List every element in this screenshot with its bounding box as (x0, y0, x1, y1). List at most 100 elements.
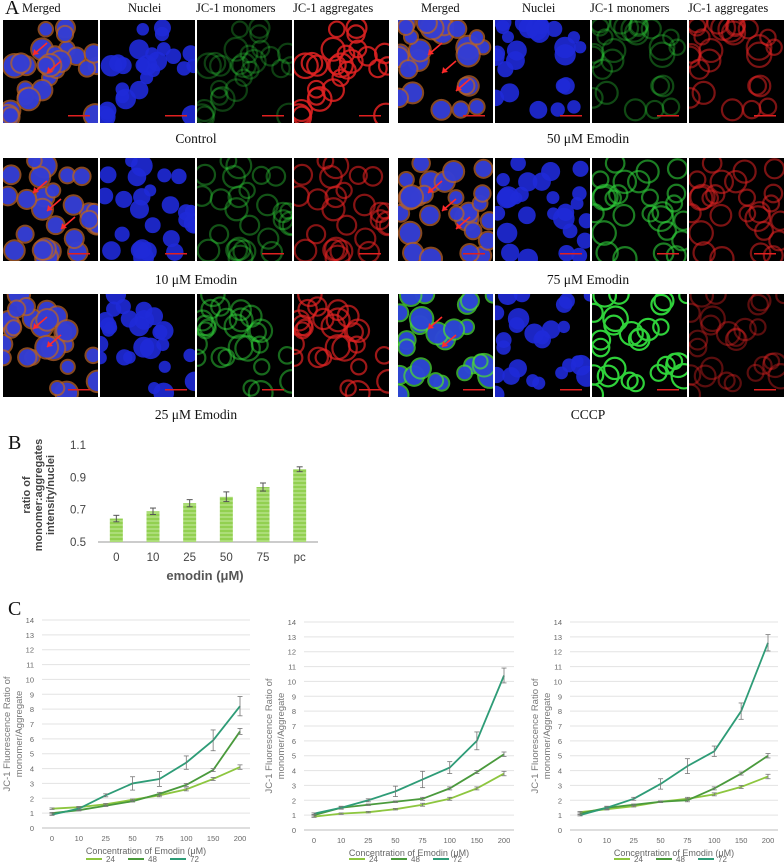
col-header-merged-left: Merged (22, 1, 61, 15)
scale-bar (754, 253, 776, 255)
bar-10 (146, 511, 160, 542)
y-tick-label: 13 (26, 631, 34, 640)
series-line-24 (313, 772, 505, 818)
y-tick-label: 7 (30, 720, 34, 729)
y-tick-label: 11 (554, 663, 562, 672)
y-tick-label: 11 (288, 663, 296, 672)
y-tick-label: 13 (288, 633, 296, 642)
x-tick-label: 200 (762, 836, 775, 845)
x-axis-label: Concentration of Emodin (μM) (86, 846, 206, 856)
scale-bar (657, 115, 679, 117)
micrograph-nuclei-4 (100, 294, 195, 397)
x-tick-label: 10 (147, 552, 160, 564)
scale-bar (68, 389, 90, 391)
condition-label-25um: 25 μM Emodin (154, 407, 238, 422)
bar-25 (183, 503, 197, 542)
y-tick-label: 10 (288, 677, 296, 686)
micrograph-aggregates-2 (294, 158, 389, 261)
scale-bar (165, 253, 187, 255)
col-header-merged-right: Merged (421, 1, 460, 15)
micrograph-aggregates-5 (689, 294, 784, 397)
x-tick-label: 0 (578, 836, 582, 845)
y-tick-label: 7 (558, 722, 562, 731)
x-tick-label: 25 (630, 836, 638, 845)
condition-label-75um: 75 μM Emodin (546, 272, 630, 287)
red-arrowhead (61, 223, 67, 229)
y-tick-label: 12 (554, 648, 562, 657)
col-header-monomers-left: JC-1 monomers (196, 1, 276, 15)
micrograph-monomers-2 (197, 158, 292, 261)
scale-bar (754, 389, 776, 391)
x-tick-label: 10 (337, 836, 345, 845)
micrograph-merged-0 (3, 20, 98, 123)
red-arrowhead (442, 341, 448, 347)
scale-bar (359, 253, 381, 255)
y-axis-label: JC-1 Fluorescence Ratio of (264, 678, 275, 793)
scale-bar (359, 389, 381, 391)
col-header-nuclei-right: Nuclei (522, 1, 556, 15)
y-tick-label: 6 (292, 737, 296, 746)
scale-bar (463, 253, 485, 255)
legend-label: 72 (718, 855, 727, 864)
legend-label: 72 (453, 855, 462, 864)
series-line-48 (579, 754, 769, 815)
micrograph-nuclei-5 (495, 294, 590, 397)
y-tick-label: 0.9 (70, 472, 86, 484)
red-arrowhead (428, 187, 434, 193)
scale-bar (165, 389, 187, 391)
series-line-72 (51, 705, 241, 816)
scale-bar (463, 115, 485, 117)
scale-bar (68, 115, 90, 117)
red-arrowhead (442, 205, 448, 211)
x-tick-label: pc (294, 552, 306, 564)
red-arrowhead (47, 205, 53, 211)
bar-75 (256, 487, 270, 542)
scale-bar (359, 115, 381, 117)
scale-bar (657, 389, 679, 391)
condition-label-50um: 50 μM Emodin (546, 131, 630, 146)
scale-bar (560, 115, 582, 117)
series-line-48 (51, 730, 241, 815)
y-tick-label: 14 (288, 618, 296, 627)
y-tick-label: 1 (292, 811, 296, 820)
y-tick-label: 10 (26, 675, 34, 684)
red-arrowhead (33, 49, 39, 55)
x-tick-label: 150 (735, 836, 748, 845)
red-arrowhead (428, 49, 434, 55)
legend-label: 24 (106, 855, 115, 864)
scale-bar (262, 389, 284, 391)
micrograph-nuclei-2 (100, 158, 195, 261)
micrograph-merged-1 (398, 20, 493, 123)
red-arrowhead (456, 223, 462, 229)
series-line-72 (313, 675, 505, 815)
micrograph-merged-3 (398, 158, 493, 261)
red-arrowhead (47, 341, 53, 347)
x-tick-label: 0 (113, 552, 119, 564)
x-tick-label: 75 (683, 836, 691, 845)
condition-label-10um: 10 μM Emodin (154, 272, 238, 287)
x-tick-label: 10 (603, 836, 611, 845)
legend-label: 72 (190, 855, 199, 864)
y-tick-label: 2 (292, 796, 296, 805)
x-tick-label: 50 (128, 834, 136, 843)
micrograph-merged-5 (398, 294, 493, 397)
series-line-72 (579, 642, 769, 817)
bar-pc (293, 469, 307, 542)
legend-label: 48 (676, 855, 685, 864)
y-tick-label: 14 (554, 618, 562, 627)
bar-50 (219, 496, 233, 542)
x-axis-label: emodin (μM) (166, 568, 243, 583)
micrograph-nuclei-0 (100, 20, 195, 123)
bar-chart-emodin-ratio: 0.5 0.7 0.9 1.1 0 10 25 50 75 pc emodin (μM) ratio … (21, 439, 318, 583)
y-tick-label: 4 (292, 767, 296, 776)
y-tick-label: 12 (288, 648, 296, 657)
scale-bar (262, 115, 284, 117)
col-header-aggregates-right: JC-1 aggregates (688, 1, 769, 15)
scale-bar (560, 389, 582, 391)
y-axis-label: intensity/nuclei (45, 455, 57, 535)
red-arrowhead (47, 67, 53, 73)
x-tick-label: 50 (656, 836, 664, 845)
y-tick-label: 10 (554, 677, 562, 686)
x-tick-label: 50 (391, 836, 399, 845)
